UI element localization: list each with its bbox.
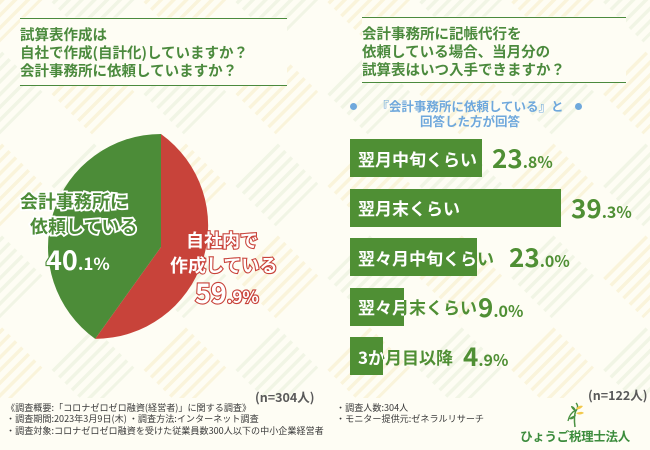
svg-text:依頼している: 依頼している [30,213,137,239]
svg-text:自社内で: 自社内で [186,227,258,253]
svg-text:会計事務所に: 会計事務所に [20,188,128,214]
